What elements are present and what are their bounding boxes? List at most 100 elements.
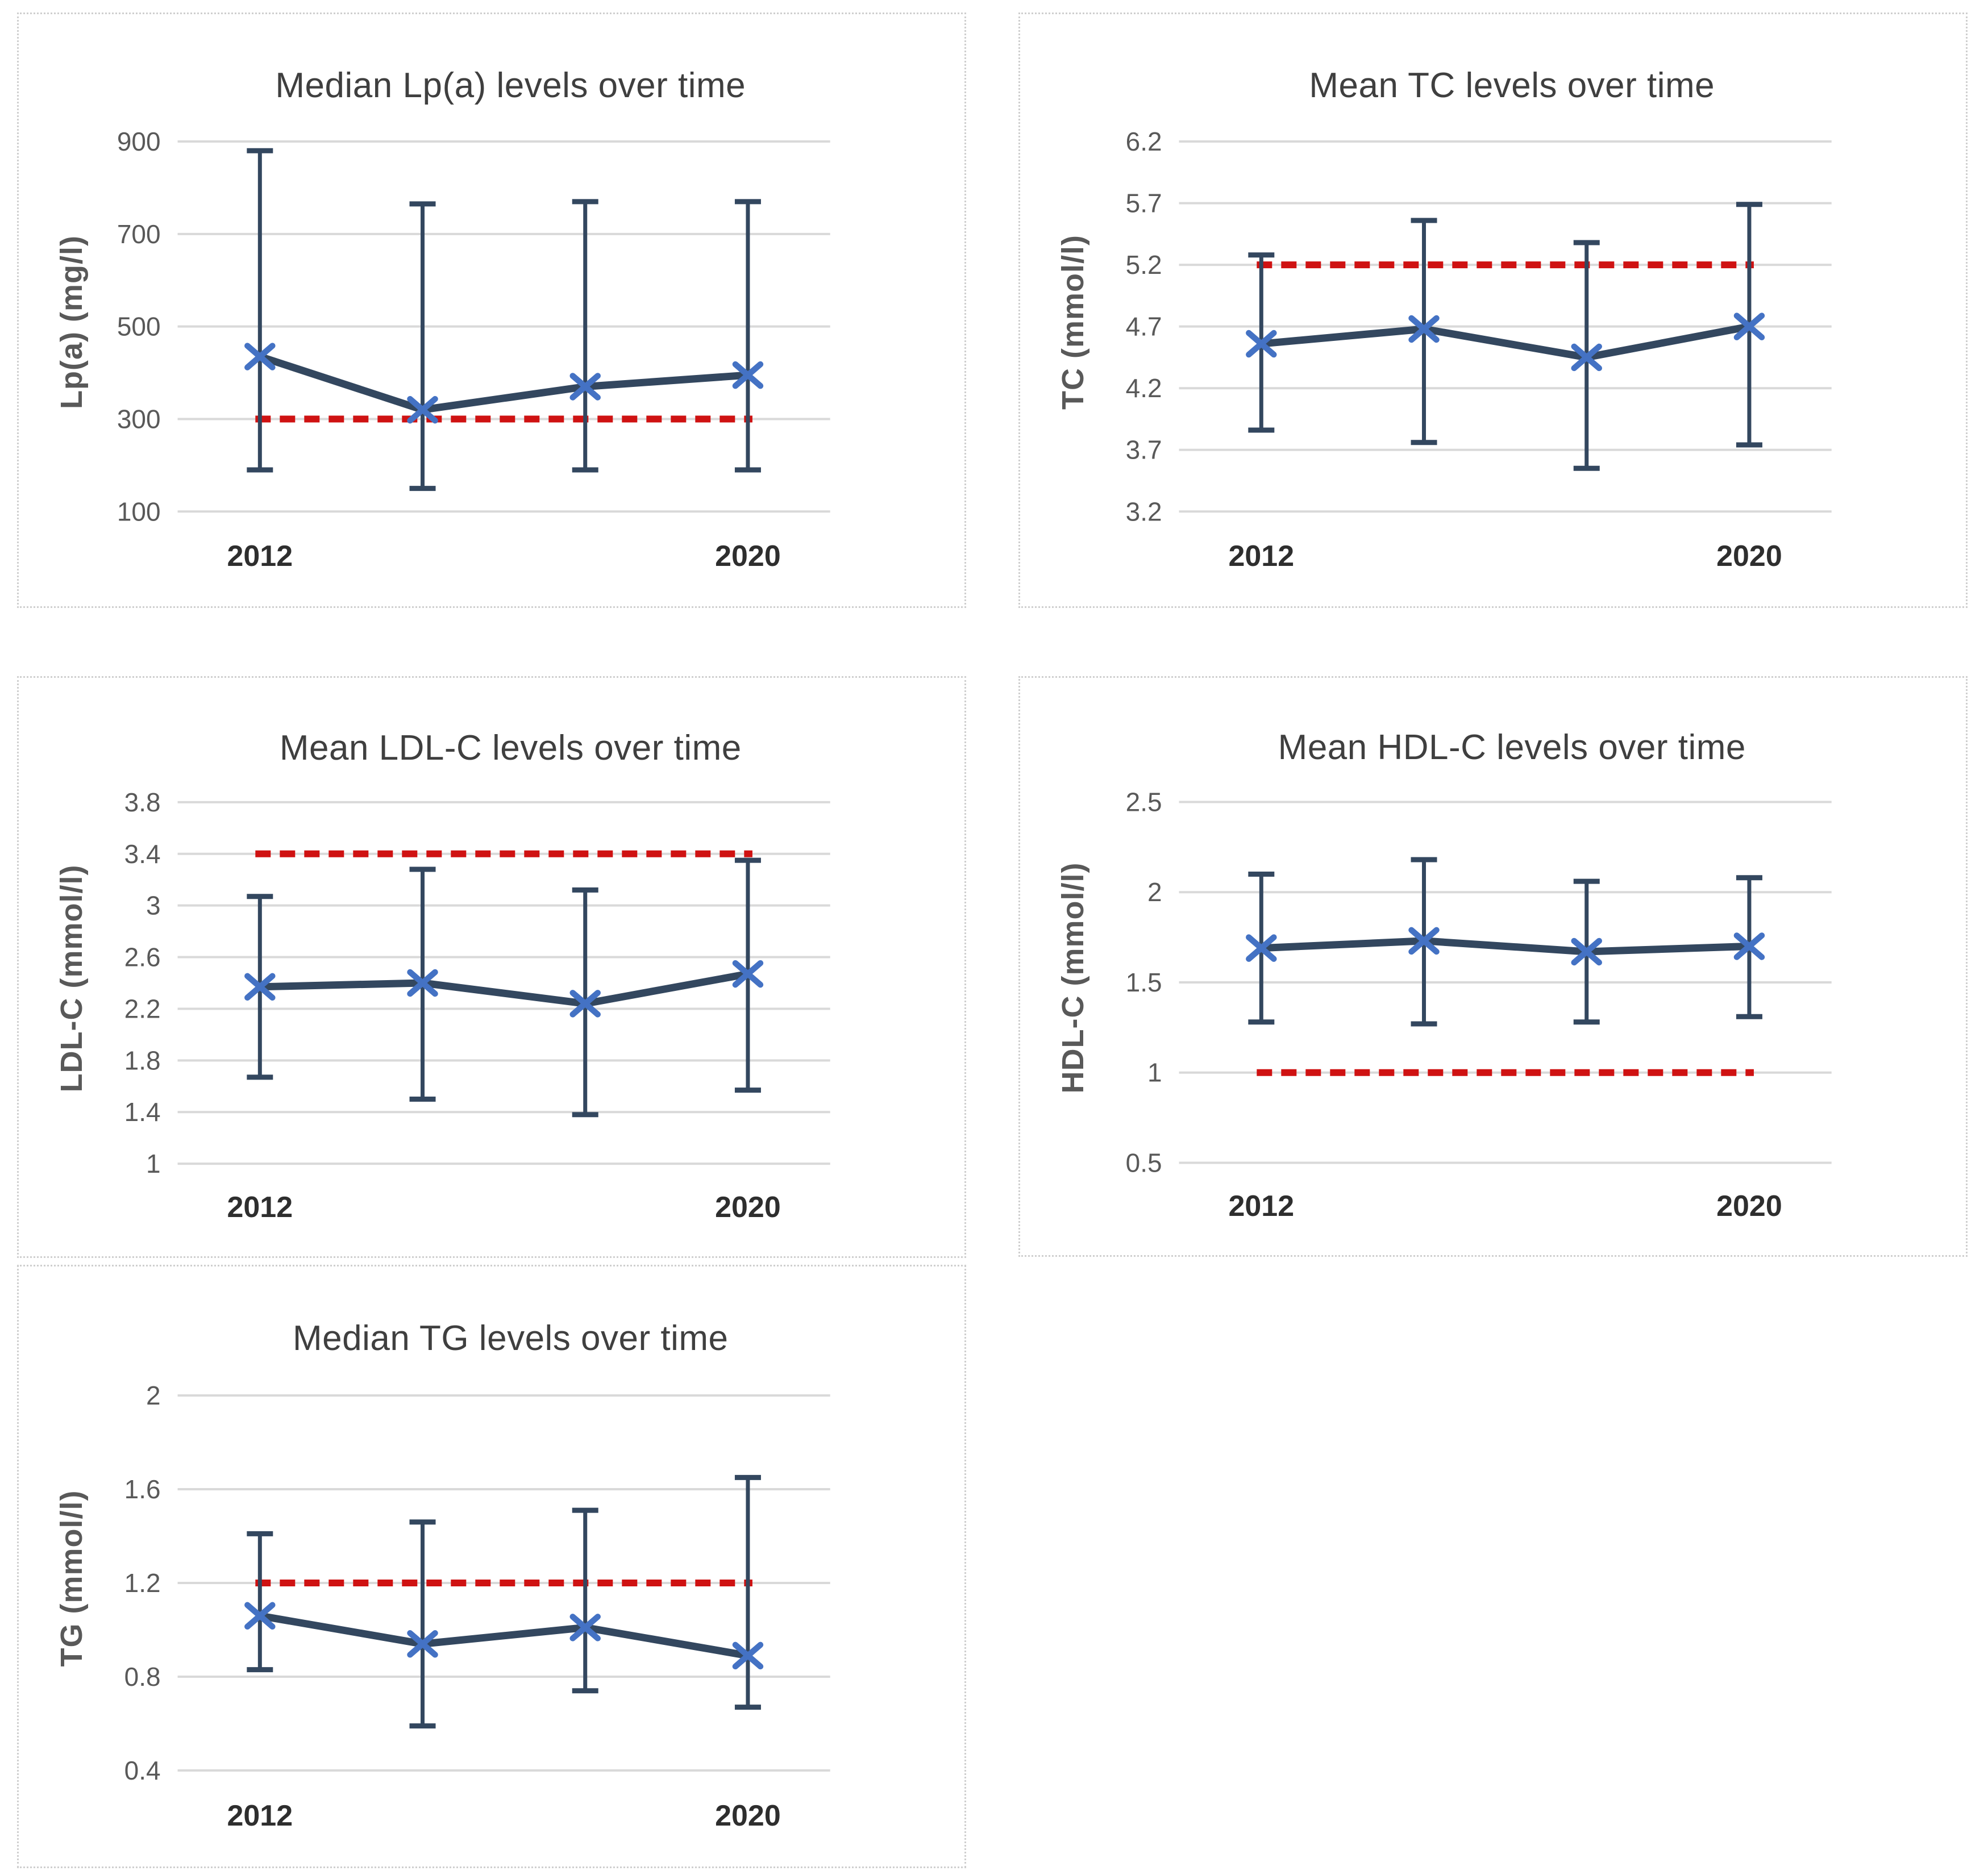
x-tick-label: 2020 [715,1191,781,1224]
y-tick-label: 2 [1147,877,1162,907]
chart-panel-tc: Mean TC levels over time TC (mmol/l) 6.2… [1018,13,1968,608]
data-markers [244,343,764,424]
x-tick-labels: 2012 2020 [227,1799,780,1832]
y-tick-label: 2 [146,1381,161,1410]
x-tick-labels: 2012 2020 [1228,1190,1782,1223]
error-bars [247,1474,761,1729]
data-markers [244,960,764,1018]
y-tick-label: 6.2 [1126,127,1162,156]
series-line [256,353,752,414]
chart-title: Median TG levels over time [293,1318,729,1358]
y-tick-label: 0.8 [124,1662,161,1691]
error-bars [247,148,761,491]
y-tick-label: 3.7 [1126,435,1162,465]
y-tick-label: 700 [117,219,161,249]
y-tick-labels: 2.5 2 1.5 1 0.5 [1126,787,1162,1177]
y-tick-label: 100 [117,497,161,526]
plot-area: 2 1.6 1.2 0.8 0.4 2012 2020 [124,1381,830,1832]
y-tick-label: 300 [117,404,161,434]
gridlines [1179,140,1832,513]
y-tick-label: 3 [146,891,161,920]
y-tick-labels: 6.2 5.7 5.2 4.7 4.2 3.7 3.2 [1126,127,1162,526]
chart-panel-hdl: Mean HDL-C levels over time HDL-C (mmol/… [1018,676,1968,1257]
x-marker [1571,343,1602,372]
chart-title: Mean HDL-C levels over time [1278,728,1746,768]
y-tick-label: 0.4 [124,1756,161,1785]
y-tick-label: 900 [117,127,161,156]
chart-title: Mean TC levels over time [1309,65,1715,105]
x-marker [732,361,764,389]
plot-area: 6.2 5.7 5.2 4.7 4.2 3.7 3.2 2012 2020 [1126,127,1832,573]
y-tick-label: 1.5 [1126,968,1162,997]
y-tick-label: 0.5 [1126,1148,1162,1177]
x-tick-label: 2012 [227,540,293,573]
x-tick-label: 2012 [227,1799,293,1832]
x-tick-label: 2012 [227,1191,293,1224]
series-line [256,1612,752,1660]
chart-panel-ldl: Mean LDL-C levels over time LDL-C (mmol/… [17,676,966,1258]
y-tick-label: 5.7 [1126,189,1162,218]
series-line [1257,937,1753,956]
series-line [256,970,752,1007]
y-tick-label: 1.4 [124,1097,161,1127]
data-markers [244,1602,764,1670]
x-marker [569,373,601,401]
chart-panel-tg: Median TG levels over time TG (mmol/l) 2… [17,1265,966,1868]
x-marker [1246,934,1277,962]
y-tick-label: 1.8 [124,1045,161,1075]
data-markers [1246,312,1765,372]
x-marker [407,395,438,424]
x-tick-label: 2020 [1716,1190,1782,1223]
y-tick-label: 3.2 [1126,497,1162,526]
plot-area: 900 700 500 300 100 2012 2020 [117,127,830,573]
y-tick-label: 1.2 [124,1568,161,1598]
x-marker [1733,932,1765,960]
x-marker [1408,315,1440,343]
x-marker [1408,927,1440,955]
y-tick-label: 5.2 [1126,250,1162,280]
x-marker [569,1614,601,1641]
x-tick-label: 2012 [1228,1190,1294,1223]
y-tick-label: 1.6 [124,1474,161,1504]
x-tick-labels: 2012 2020 [227,1191,780,1224]
x-tick-label: 2020 [715,1799,781,1832]
x-marker [569,990,601,1018]
y-tick-label: 1 [146,1149,161,1178]
gridlines [177,140,830,513]
x-marker [732,1641,764,1670]
chart-title: Median Lp(a) levels over time [275,65,746,105]
y-tick-label: 4.7 [1126,312,1162,341]
gridlines [1179,801,1832,1164]
y-tick-label: 4.2 [1126,373,1162,403]
series-line [1257,323,1753,361]
x-tick-label: 2012 [1228,540,1294,573]
x-marker [1571,938,1602,966]
x-tick-label: 2020 [1716,540,1782,573]
x-marker [244,1602,276,1630]
x-marker [244,973,276,1001]
x-marker [407,969,438,997]
y-tick-label: 500 [117,312,161,341]
chart-panel-lpa: Median Lp(a) levels over time Lp(a) (mg/… [17,13,966,608]
x-marker [244,343,276,370]
y-tick-label: 2.5 [1126,787,1162,816]
y-tick-labels: 3.8 3.4 3 2.6 2.2 1.8 1.4 1 [124,788,161,1178]
y-tick-label: 3.8 [124,788,161,817]
y-tick-label: 3.4 [124,839,161,869]
plot-area: 3.8 3.4 3 2.6 2.2 1.8 1.4 1 2012 2020 [124,788,830,1224]
plot-area: 2.5 2 1.5 1 0.5 2012 2020 [1126,787,1832,1223]
chart-title: Mean LDL-C levels over time [279,728,742,768]
y-tick-labels: 2 1.6 1.2 0.8 0.4 [124,1381,161,1785]
y-tick-label: 2.2 [124,994,161,1023]
data-markers [1246,927,1765,966]
x-marker [407,1630,438,1658]
y-tick-label: 2.6 [124,943,161,972]
x-tick-labels: 2012 2020 [1228,540,1782,573]
x-marker [1733,312,1765,340]
x-tick-labels: 2012 2020 [227,540,780,573]
x-marker [1246,330,1277,358]
y-tick-label: 1 [1147,1058,1162,1088]
x-tick-label: 2020 [715,540,781,573]
y-tick-labels: 900 700 500 300 100 [117,127,161,526]
